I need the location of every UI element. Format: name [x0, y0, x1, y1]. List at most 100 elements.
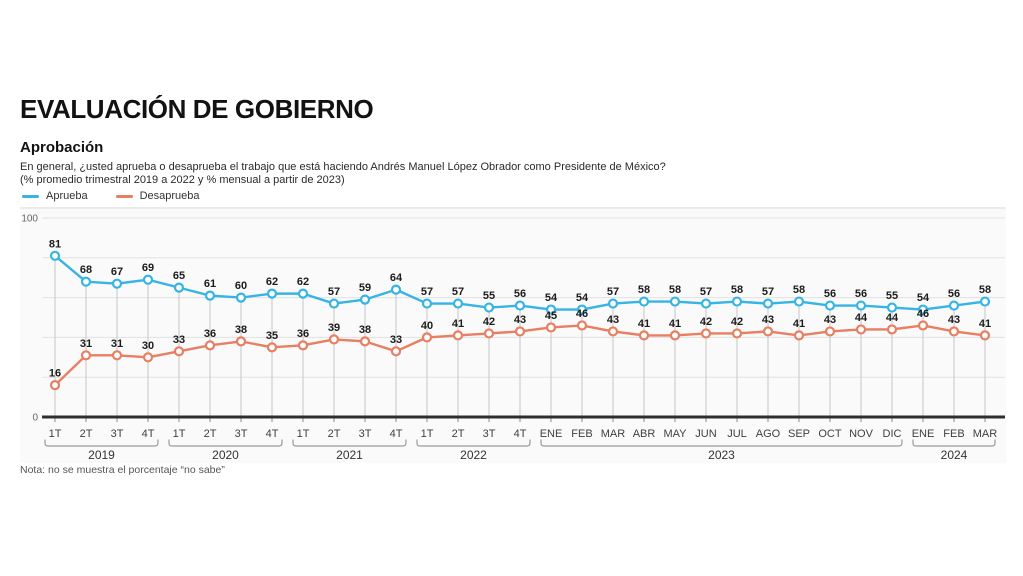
svg-text:44: 44: [886, 312, 899, 324]
svg-text:38: 38: [359, 324, 371, 336]
svg-text:NOV: NOV: [849, 428, 874, 440]
svg-text:2T: 2T: [80, 428, 93, 440]
svg-text:2T: 2T: [204, 428, 217, 440]
svg-text:61: 61: [204, 278, 216, 290]
svg-text:41: 41: [452, 318, 464, 330]
svg-text:43: 43: [514, 314, 526, 326]
svg-text:2020: 2020: [212, 448, 239, 462]
svg-text:57: 57: [328, 286, 340, 298]
svg-text:42: 42: [731, 316, 743, 328]
legend-item-aprueba: Aprueba: [22, 190, 88, 202]
svg-text:42: 42: [483, 316, 495, 328]
svg-text:4T: 4T: [390, 428, 403, 440]
svg-text:57: 57: [700, 286, 712, 298]
svg-text:42: 42: [700, 316, 712, 328]
svg-text:38: 38: [235, 324, 247, 336]
svg-text:MAY: MAY: [663, 428, 687, 440]
chart-subtitle: Aprobación: [20, 139, 104, 156]
svg-text:ENE: ENE: [912, 428, 935, 440]
svg-text:0: 0: [32, 413, 38, 424]
question-text-line1: En general, ¿usted aprueba o desaprueba …: [20, 161, 666, 173]
svg-text:41: 41: [669, 318, 681, 330]
svg-text:4T: 4T: [514, 428, 527, 440]
svg-text:59: 59: [359, 282, 371, 294]
svg-text:56: 56: [948, 288, 960, 300]
svg-text:OCT: OCT: [818, 428, 842, 440]
svg-text:43: 43: [948, 314, 960, 326]
svg-text:4T: 4T: [266, 428, 279, 440]
svg-text:55: 55: [483, 290, 495, 302]
svg-text:81: 81: [49, 238, 61, 250]
svg-text:46: 46: [576, 308, 588, 320]
svg-text:AGO: AGO: [756, 428, 781, 440]
svg-text:57: 57: [762, 286, 774, 298]
svg-text:2021: 2021: [336, 448, 363, 462]
svg-text:DIC: DIC: [883, 428, 902, 440]
svg-text:1T: 1T: [297, 428, 310, 440]
svg-text:45: 45: [545, 310, 557, 322]
svg-text:16: 16: [49, 368, 61, 380]
svg-text:1T: 1T: [421, 428, 434, 440]
svg-text:1T: 1T: [49, 428, 62, 440]
svg-text:2023: 2023: [708, 448, 735, 462]
svg-text:3T: 3T: [483, 428, 496, 440]
svg-text:57: 57: [607, 286, 619, 298]
chart-legend: Aprueba Desaprueba: [22, 190, 200, 202]
svg-text:58: 58: [669, 284, 681, 296]
legend-swatch-aprueba: [22, 194, 39, 198]
svg-text:JUN: JUN: [695, 428, 716, 440]
svg-text:44: 44: [855, 312, 868, 324]
svg-text:55: 55: [886, 290, 898, 302]
svg-text:46: 46: [917, 308, 929, 320]
svg-text:67: 67: [111, 266, 123, 278]
legend-label-desaprueba: Desaprueba: [139, 190, 200, 202]
svg-text:54: 54: [576, 292, 589, 304]
svg-text:69: 69: [142, 262, 154, 274]
svg-text:60: 60: [235, 280, 247, 292]
svg-text:56: 56: [514, 288, 526, 300]
svg-text:58: 58: [793, 284, 805, 296]
svg-text:57: 57: [452, 286, 464, 298]
svg-text:36: 36: [204, 328, 216, 340]
svg-text:35: 35: [266, 330, 278, 342]
svg-text:MAR: MAR: [601, 428, 626, 440]
svg-text:30: 30: [142, 340, 154, 352]
svg-text:3T: 3T: [359, 428, 372, 440]
svg-text:43: 43: [824, 314, 836, 326]
svg-text:41: 41: [793, 318, 805, 330]
svg-text:33: 33: [173, 334, 185, 346]
svg-text:62: 62: [297, 276, 309, 288]
svg-text:43: 43: [762, 314, 774, 326]
svg-text:58: 58: [979, 284, 991, 296]
question-text-line2: (% promedio trimestral 2019 a 2022 y % m…: [20, 174, 345, 186]
svg-text:58: 58: [731, 284, 743, 296]
svg-text:3T: 3T: [111, 428, 124, 440]
svg-text:58: 58: [638, 284, 650, 296]
svg-text:2022: 2022: [460, 448, 487, 462]
svg-text:33: 33: [390, 334, 402, 346]
legend-swatch-desaprueba: [115, 194, 133, 198]
svg-text:40: 40: [421, 320, 433, 332]
svg-text:4T: 4T: [142, 428, 155, 440]
svg-text:2T: 2T: [452, 428, 465, 440]
svg-text:64: 64: [390, 272, 403, 284]
svg-text:62: 62: [266, 276, 278, 288]
svg-text:54: 54: [545, 292, 558, 304]
svg-text:31: 31: [111, 338, 123, 350]
svg-text:3T: 3T: [235, 428, 248, 440]
svg-text:65: 65: [173, 270, 185, 282]
svg-text:68: 68: [80, 264, 92, 276]
svg-text:36: 36: [297, 328, 309, 340]
svg-text:41: 41: [638, 318, 650, 330]
svg-text:43: 43: [607, 314, 619, 326]
chart-note: Nota: no se muestra el porcentaje “no sa…: [20, 464, 225, 476]
legend-label-aprueba: Aprueba: [46, 190, 88, 202]
svg-text:57: 57: [421, 286, 433, 298]
svg-text:ABR: ABR: [633, 428, 656, 440]
svg-text:ENE: ENE: [540, 428, 563, 440]
svg-text:2019: 2019: [88, 448, 115, 462]
svg-text:100: 100: [21, 214, 38, 225]
svg-text:SEP: SEP: [788, 428, 810, 440]
svg-text:41: 41: [979, 318, 991, 330]
